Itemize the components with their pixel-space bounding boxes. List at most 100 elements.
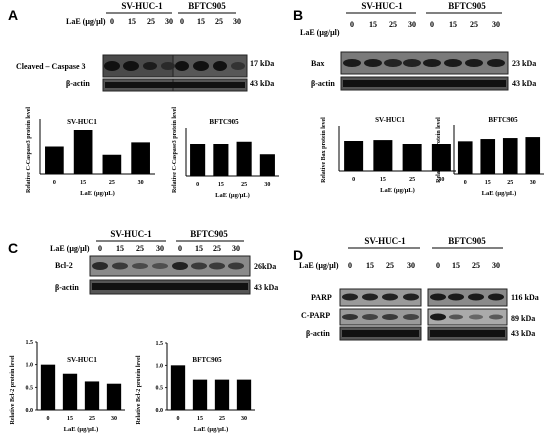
x-tick-label: 30 bbox=[138, 180, 144, 186]
bar bbox=[213, 144, 229, 176]
lane-label: 25 bbox=[470, 20, 478, 29]
y-axis-label: Relative Bcl-2 protein level bbox=[10, 355, 16, 424]
band bbox=[342, 330, 419, 337]
band bbox=[228, 262, 244, 270]
lane-label: 30 bbox=[233, 17, 241, 26]
x-tick-label: 0 bbox=[177, 416, 180, 422]
chart-title: BFTC905 bbox=[488, 116, 518, 124]
bar bbox=[214, 379, 230, 410]
band bbox=[342, 293, 358, 301]
x-tick-label: 25 bbox=[241, 182, 247, 188]
bar bbox=[402, 144, 422, 171]
bar bbox=[373, 140, 393, 171]
lane-label: 25 bbox=[389, 20, 397, 29]
y-tick-label: 0.0 bbox=[26, 408, 34, 414]
bar bbox=[45, 146, 64, 174]
x-tick-label: 30 bbox=[438, 177, 444, 183]
kda-label: 23 kDa bbox=[512, 59, 536, 68]
x-tick-label: 30 bbox=[111, 416, 117, 422]
x-tick-label: 0 bbox=[464, 180, 467, 186]
band bbox=[382, 293, 398, 301]
kda-label: 43 kDa bbox=[511, 329, 535, 338]
band bbox=[382, 314, 398, 320]
kda-label: 89 kDa bbox=[511, 314, 535, 323]
chart-title: SV-HUC1 bbox=[67, 356, 97, 364]
y-tick-label: 0.0 bbox=[156, 408, 164, 414]
kda-label: 43 kDa bbox=[512, 79, 536, 88]
bar bbox=[236, 379, 252, 410]
band bbox=[468, 293, 484, 301]
y-tick-label: 1.0 bbox=[156, 363, 164, 369]
lane-label: 30 bbox=[407, 261, 415, 270]
band bbox=[343, 80, 506, 87]
y-axis-label: Relative Bcl-2 protein level bbox=[136, 355, 142, 424]
blot-strip bbox=[89, 255, 251, 277]
kda-label: 26kDa bbox=[254, 262, 276, 271]
kda-label: 17 kDa bbox=[250, 59, 274, 68]
bar-chart-a2: BFTC905 0 15 25 30 LaE (μg/μL) Relative C-Casp… bbox=[172, 107, 279, 199]
band bbox=[175, 82, 245, 88]
bar-chart-b1: SV-HUC1 0 15 25 30 LaE (μg/μL) Relative Bax pr… bbox=[321, 116, 456, 194]
band bbox=[172, 262, 188, 270]
bar bbox=[344, 141, 364, 171]
band bbox=[143, 62, 157, 70]
blot-strip bbox=[427, 288, 508, 307]
band bbox=[161, 62, 175, 70]
lane-label: 30 bbox=[165, 17, 173, 26]
y-tick-label: 1.5 bbox=[26, 340, 34, 346]
band bbox=[175, 61, 189, 71]
x-tick-label: 15 bbox=[80, 180, 86, 186]
group-label-sv-huc-1: SV-HUC-1 bbox=[361, 1, 403, 11]
bar bbox=[106, 383, 122, 410]
row-label-cleaved-caspase-3: Cleaved – Caspase 3 bbox=[16, 62, 86, 71]
band bbox=[362, 314, 378, 320]
y-tick-label: 1.5 bbox=[156, 341, 164, 347]
band bbox=[152, 263, 168, 269]
row-label-beta-actin: β-actin bbox=[55, 283, 79, 292]
lane-label: 15 bbox=[452, 261, 460, 270]
x-tick-label: 25 bbox=[219, 416, 225, 422]
band bbox=[444, 59, 462, 67]
row-label-parp: PARP bbox=[311, 293, 332, 302]
x-tick-label: 0 bbox=[196, 182, 199, 188]
x-tick-label: 15 bbox=[218, 182, 224, 188]
blot-strip bbox=[339, 308, 422, 326]
bar bbox=[73, 130, 93, 174]
bar bbox=[131, 142, 150, 174]
bar bbox=[62, 373, 78, 410]
band bbox=[384, 59, 402, 67]
bar-chart-b2: BFTC905 0 15 25 30 LaE (μg/μL) Relative Bax pr… bbox=[436, 116, 544, 197]
x-axis-label: LaE (μg/μL) bbox=[194, 426, 229, 433]
kda-label: 116 kDa bbox=[511, 293, 539, 302]
band bbox=[362, 293, 378, 301]
x-tick-label: 15 bbox=[67, 416, 73, 422]
lane-label: 0 bbox=[180, 17, 184, 26]
band bbox=[448, 293, 464, 301]
row-label-bcl-2: Bcl-2 bbox=[55, 261, 73, 270]
band bbox=[92, 283, 248, 290]
band bbox=[92, 262, 108, 270]
bar bbox=[457, 141, 473, 174]
band bbox=[403, 293, 419, 301]
y-tick-label: 0.5 bbox=[26, 385, 34, 391]
band bbox=[209, 262, 225, 270]
lane-label: 25 bbox=[215, 17, 223, 26]
lane-label: 25 bbox=[472, 261, 480, 270]
lane-label: 30 bbox=[232, 244, 240, 253]
conc-label: LaE (μg/μl) bbox=[50, 244, 90, 253]
panel-c: C SV-HUC-1 BFTC905 LaE (μg/μl) 0 15 25 3… bbox=[8, 229, 278, 295]
band bbox=[191, 262, 207, 270]
band bbox=[403, 59, 421, 67]
bar bbox=[84, 381, 100, 410]
bar bbox=[502, 138, 518, 174]
x-tick-label: 25 bbox=[109, 180, 115, 186]
x-tick-label: 25 bbox=[507, 180, 513, 186]
bar bbox=[102, 154, 122, 174]
chart-title: BFTC905 bbox=[192, 356, 222, 364]
x-tick-label: 25 bbox=[89, 416, 95, 422]
conc-label: LaE (μg/μl) bbox=[300, 28, 340, 37]
x-tick-label: 15 bbox=[380, 177, 386, 183]
band bbox=[449, 314, 463, 320]
x-tick-label: 0 bbox=[47, 416, 50, 422]
y-axis-label: Relative C-Caspase3 protein level bbox=[172, 107, 178, 193]
